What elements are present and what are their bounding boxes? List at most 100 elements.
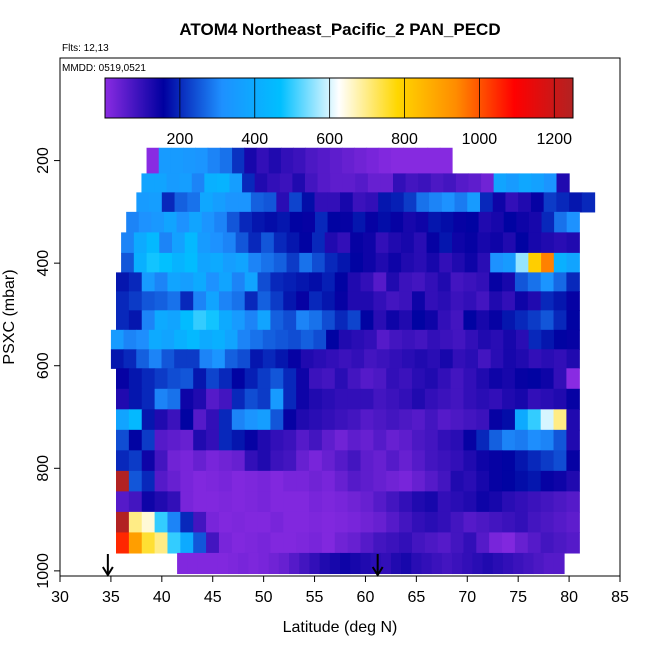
heatmap-cell bbox=[280, 147, 294, 174]
heatmap-cell bbox=[373, 368, 387, 390]
heatmap-cell bbox=[212, 192, 227, 213]
heatmap-cell bbox=[377, 211, 392, 233]
heatmap-cell bbox=[489, 491, 503, 513]
heatmap-cell bbox=[413, 232, 428, 254]
heatmap-cell bbox=[502, 252, 517, 273]
heatmap-cell bbox=[248, 552, 260, 575]
heatmap-cell bbox=[411, 532, 426, 554]
heatmap-cell bbox=[235, 252, 249, 273]
heatmap-cell bbox=[553, 349, 568, 369]
heatmap-cell bbox=[401, 252, 415, 273]
x-tick-label: 30 bbox=[51, 589, 69, 606]
heatmap-cell bbox=[553, 491, 568, 513]
heatmap-cell bbox=[441, 552, 453, 575]
heatmap-cell bbox=[235, 232, 249, 254]
heatmap-cell bbox=[540, 368, 555, 390]
heatmap-cell bbox=[214, 211, 228, 233]
heatmap-cell bbox=[478, 329, 492, 350]
heatmap-cell bbox=[415, 211, 429, 233]
heatmap-cell bbox=[151, 211, 165, 233]
heatmap-cell bbox=[296, 291, 310, 311]
heatmap-cell bbox=[386, 532, 400, 554]
heatmap-cell bbox=[218, 450, 233, 472]
heatmap-cell bbox=[527, 511, 542, 533]
heatmap-cell bbox=[257, 409, 272, 431]
heatmap-cell bbox=[489, 291, 503, 311]
heatmap-cell bbox=[502, 310, 516, 331]
heatmap-cell bbox=[386, 388, 400, 410]
heatmap-cell bbox=[514, 272, 529, 292]
heatmap-cell bbox=[312, 232, 326, 254]
heatmap-cell bbox=[553, 511, 568, 533]
heatmap-cell bbox=[503, 329, 517, 350]
heatmap-cell bbox=[309, 429, 323, 451]
colorbar-tick-label: 600 bbox=[316, 131, 343, 148]
colorbar-tick-label: 800 bbox=[391, 131, 418, 148]
heatmap-cell bbox=[193, 310, 207, 331]
heatmap-cell bbox=[268, 147, 282, 174]
heatmap-cell bbox=[250, 192, 265, 213]
chart-title: ATOM4 Northeast_Pacific_2 PAN_PECD bbox=[179, 20, 500, 39]
arrow-head bbox=[371, 566, 384, 577]
heatmap-cell bbox=[231, 511, 246, 533]
heatmap-cell bbox=[553, 388, 568, 410]
heatmap-cell bbox=[270, 388, 284, 410]
heatmap-cell bbox=[309, 310, 323, 331]
heatmap-cell bbox=[177, 552, 188, 575]
heatmap-cell bbox=[437, 491, 452, 513]
heatmap-cell bbox=[362, 252, 377, 273]
heatmap-cell bbox=[347, 310, 362, 331]
heatmap-cell bbox=[493, 173, 507, 193]
heatmap-cell bbox=[481, 173, 495, 193]
heatmap-cell bbox=[514, 470, 529, 492]
heatmap-cell bbox=[502, 232, 517, 254]
heatmap-cell bbox=[489, 470, 503, 492]
heatmap-cell bbox=[128, 272, 143, 292]
heatmap-cell bbox=[342, 173, 356, 193]
heatmap-cell bbox=[386, 450, 400, 472]
heatmap-cell bbox=[360, 470, 374, 492]
heatmap-cell bbox=[553, 450, 568, 472]
heatmap-cell bbox=[528, 252, 542, 273]
heatmap-cell bbox=[515, 232, 529, 254]
heatmap-cell bbox=[324, 232, 339, 254]
heatmap-cell bbox=[424, 272, 439, 292]
heatmap-cell bbox=[206, 291, 220, 311]
heatmap-cell bbox=[386, 409, 400, 431]
heatmap-cell bbox=[184, 232, 199, 254]
heatmap-cell bbox=[167, 368, 181, 390]
heatmap-cell bbox=[161, 349, 175, 369]
heatmap-cell bbox=[386, 511, 400, 533]
heatmap-cell bbox=[556, 173, 570, 193]
heatmap-cell bbox=[465, 349, 479, 369]
heatmap-cell bbox=[180, 368, 194, 390]
heatmap-cell bbox=[193, 450, 207, 472]
heatmap-cell bbox=[154, 272, 169, 292]
heatmap-cell bbox=[305, 147, 319, 174]
heatmap-cell bbox=[167, 291, 181, 311]
heatmap-cell bbox=[553, 368, 568, 390]
heatmap-cell bbox=[158, 147, 172, 174]
heatmap-cell bbox=[360, 532, 374, 554]
heatmap-cell bbox=[518, 173, 532, 193]
heatmap-cell bbox=[244, 310, 259, 331]
heatmap-cell bbox=[321, 368, 336, 390]
heatmap-cell bbox=[218, 470, 233, 492]
heatmap-cell bbox=[414, 349, 428, 369]
heatmap-cell bbox=[116, 388, 130, 410]
x-tick-label: 85 bbox=[611, 589, 629, 606]
heatmap-cell bbox=[262, 329, 277, 350]
heatmap-cell bbox=[193, 429, 207, 451]
heatmap-cell bbox=[317, 147, 331, 174]
heatmap-cell bbox=[133, 252, 148, 273]
heatmap-cell bbox=[116, 450, 130, 472]
heatmap-cell bbox=[321, 291, 336, 311]
heatmap-cell bbox=[528, 232, 542, 254]
heatmap-cell bbox=[373, 291, 387, 311]
heatmap-cell bbox=[116, 470, 130, 492]
heatmap-cell bbox=[427, 329, 441, 350]
heatmap-cell bbox=[490, 252, 504, 273]
heatmap-cell bbox=[540, 409, 555, 431]
heatmap-cell bbox=[553, 252, 568, 273]
heatmap-cell bbox=[450, 368, 465, 390]
